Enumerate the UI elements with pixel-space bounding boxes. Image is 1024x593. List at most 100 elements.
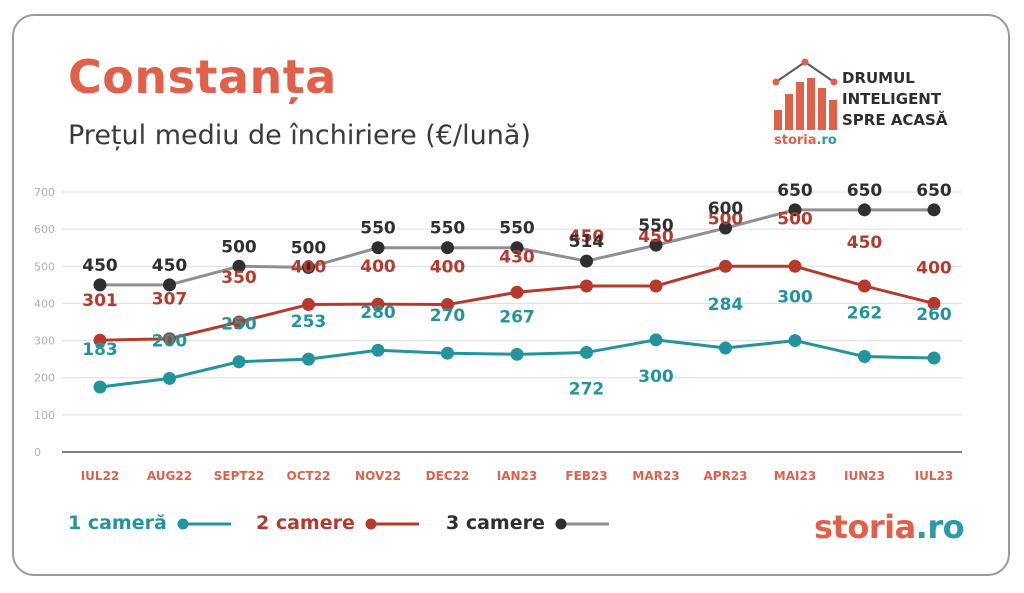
data-point	[232, 315, 246, 329]
data-label: 650	[777, 181, 813, 201]
data-label: 550	[638, 216, 674, 236]
data-point	[232, 259, 246, 273]
data-point	[441, 346, 454, 360]
data-label: 183	[82, 340, 118, 360]
logo-small-suffix: .ro	[816, 133, 837, 148]
data-point	[93, 278, 107, 292]
legend-label: 3 camere	[446, 512, 545, 534]
data-label: 500	[708, 209, 744, 229]
brand-logo: storia.ro	[814, 508, 965, 546]
y-tick-label: 500	[34, 260, 55, 273]
y-tick-label: 400	[34, 297, 55, 310]
data-point	[649, 333, 663, 347]
legend-item-2-camere: 2 camere	[256, 512, 421, 534]
data-point	[927, 203, 941, 217]
data-label: 284	[708, 295, 744, 315]
y-tick-label: 200	[34, 372, 55, 385]
data-point	[719, 341, 732, 355]
data-point	[580, 345, 593, 359]
x-tick-label: AUG22	[147, 469, 192, 483]
data-point	[788, 203, 802, 217]
x-tick-label: SEPT22	[214, 469, 265, 483]
data-label: 650	[916, 181, 952, 201]
data-point	[93, 333, 107, 347]
series-line	[99, 338, 935, 389]
data-label: 650	[847, 181, 883, 201]
brand-suffix: .ro	[915, 508, 965, 546]
data-label: 400	[291, 258, 327, 278]
data-point	[858, 350, 871, 364]
data-label: 450	[638, 227, 674, 247]
data-label: 400	[430, 258, 466, 278]
data-label: 280	[360, 303, 396, 323]
data-point	[510, 241, 524, 255]
y-tick-label: 600	[34, 223, 55, 236]
data-point	[788, 334, 802, 348]
data-label: 550	[499, 219, 535, 239]
data-label: 500	[221, 237, 257, 257]
data-point	[163, 278, 176, 292]
y-tick-label: 0	[34, 446, 41, 459]
data-point	[858, 203, 871, 217]
data-label: 300	[638, 367, 674, 387]
data-point	[510, 347, 524, 361]
x-tick-label: DEC22	[426, 469, 470, 483]
data-point	[788, 259, 802, 273]
data-label: 500	[291, 238, 327, 258]
data-label: 500	[777, 209, 813, 229]
data-point	[93, 380, 107, 394]
data-point	[302, 298, 315, 312]
data-label: 260	[916, 305, 952, 325]
data-label: 550	[360, 219, 396, 239]
data-point	[649, 238, 663, 252]
data-label: 270	[430, 306, 466, 326]
logo-tagline: DRUMUL INTELIGENT SPRE ACASĂ	[842, 68, 947, 131]
data-label: 514	[569, 232, 605, 252]
legend-swatch-1-camera	[177, 518, 232, 529]
data-label: 200	[152, 331, 188, 351]
chart-title: Constanța	[68, 50, 337, 104]
chart-frame	[12, 14, 1010, 576]
data-point	[719, 259, 732, 273]
data-point	[580, 254, 593, 268]
data-label: 300	[777, 288, 813, 308]
data-label: 301	[82, 291, 118, 311]
data-point	[858, 279, 871, 293]
data-label: 253	[291, 312, 327, 332]
data-point	[649, 279, 663, 293]
data-label: 600	[708, 199, 744, 219]
data-point	[371, 241, 385, 255]
data-label: 272	[569, 379, 605, 399]
x-tick-label: IUN23	[844, 469, 885, 483]
data-point	[163, 332, 176, 346]
data-point	[927, 296, 941, 310]
data-point	[719, 221, 732, 235]
data-point	[580, 279, 593, 293]
data-label: 430	[499, 247, 535, 267]
tagline-line: DRUMUL	[842, 69, 915, 87]
y-tick-label: 100	[34, 409, 55, 422]
data-point	[302, 260, 315, 274]
logo-small-name: storia.ro	[774, 133, 837, 148]
data-label: 450	[82, 256, 118, 276]
tagline-line: INTELIGENT	[842, 90, 942, 108]
legend-item-1-camera: 1 cameră	[68, 512, 233, 534]
x-tick-label: APR23	[703, 469, 747, 483]
data-label: 400	[360, 257, 396, 277]
data-point	[371, 343, 385, 357]
data-label: 550	[430, 219, 466, 239]
data-label: 250	[221, 315, 257, 335]
data-point	[163, 371, 176, 385]
legend-label: 1 cameră	[68, 512, 167, 534]
legend-item-3-camere: 3 camere	[446, 512, 611, 534]
data-label: 267	[499, 307, 535, 327]
data-label: 450	[569, 227, 605, 247]
brand-name: storia	[814, 508, 916, 546]
data-point	[441, 241, 454, 255]
y-tick-label: 300	[34, 335, 55, 348]
chart-subtitle: Prețul mediu de închiriere (€/lună)	[68, 120, 531, 151]
data-label: 450	[152, 256, 188, 276]
data-point	[232, 355, 246, 369]
data-label: 450	[847, 233, 883, 253]
